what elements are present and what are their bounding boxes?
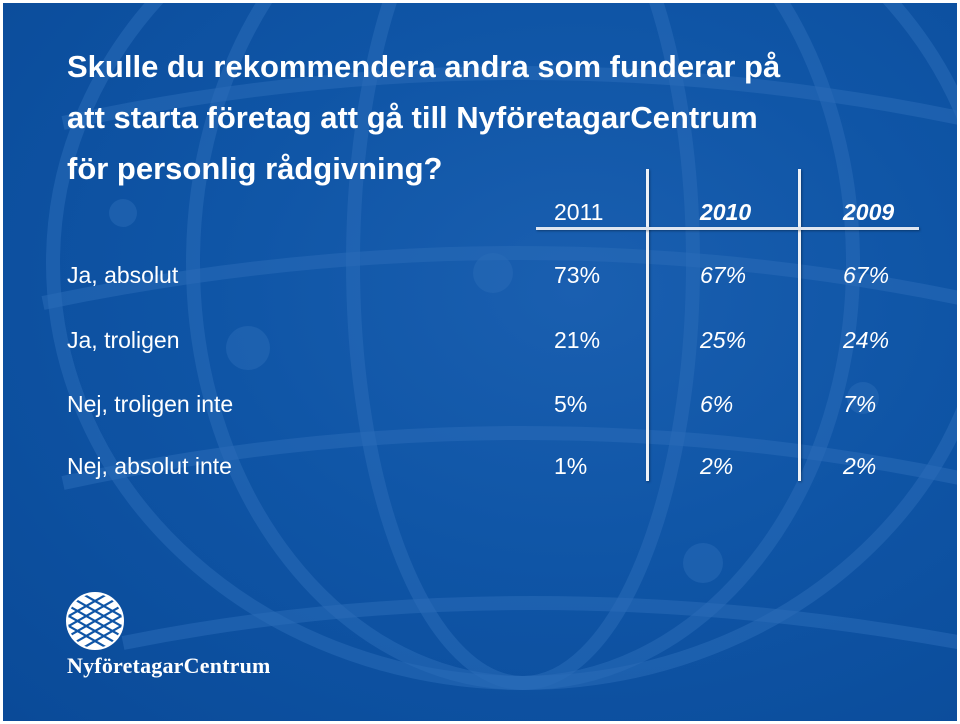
title-line: Skulle du rekommendera andra som fundera… xyxy=(67,49,781,84)
title-line: att starta företag att gå till Nyföretag… xyxy=(67,100,758,135)
table-cell: 2% xyxy=(843,453,877,479)
table-cell: 7% xyxy=(843,391,877,417)
column-header-2010: 2010 xyxy=(700,199,752,225)
slide-title: Skulle du rekommendera andra som fundera… xyxy=(67,41,947,194)
title-line: för personlig rådgivning? xyxy=(67,151,443,186)
slide: Skulle du rekommendera andra som fundera… xyxy=(3,3,957,721)
table-cell: 73% xyxy=(554,262,601,288)
table-cell: 67% xyxy=(700,262,747,288)
row-label: Nej, absolut inte xyxy=(67,453,232,479)
column-header-2011: 2011 xyxy=(554,199,604,225)
table-cell: 1% xyxy=(554,453,588,479)
table-cell: 5% xyxy=(554,391,588,417)
table-cell: 21% xyxy=(554,327,601,353)
row-label: Nej, troligen inte xyxy=(67,391,234,417)
row-label: Ja, troligen xyxy=(67,327,180,353)
column-header-2009: 2009 xyxy=(843,199,895,225)
logo-wordmark: NyföretagarCentrum xyxy=(67,653,271,678)
row-label: Ja, absolut xyxy=(67,262,179,288)
table-cell: 24% xyxy=(843,327,890,353)
table-cell: 25% xyxy=(700,327,747,353)
globe-logo-icon xyxy=(66,592,124,650)
globe-background xyxy=(41,3,957,690)
column-divider xyxy=(798,169,801,481)
header-underline xyxy=(536,227,919,230)
table-cell: 67% xyxy=(843,262,890,288)
column-divider xyxy=(646,169,649,481)
table-cell: 2% xyxy=(700,453,734,479)
table-cell: 6% xyxy=(700,391,734,417)
